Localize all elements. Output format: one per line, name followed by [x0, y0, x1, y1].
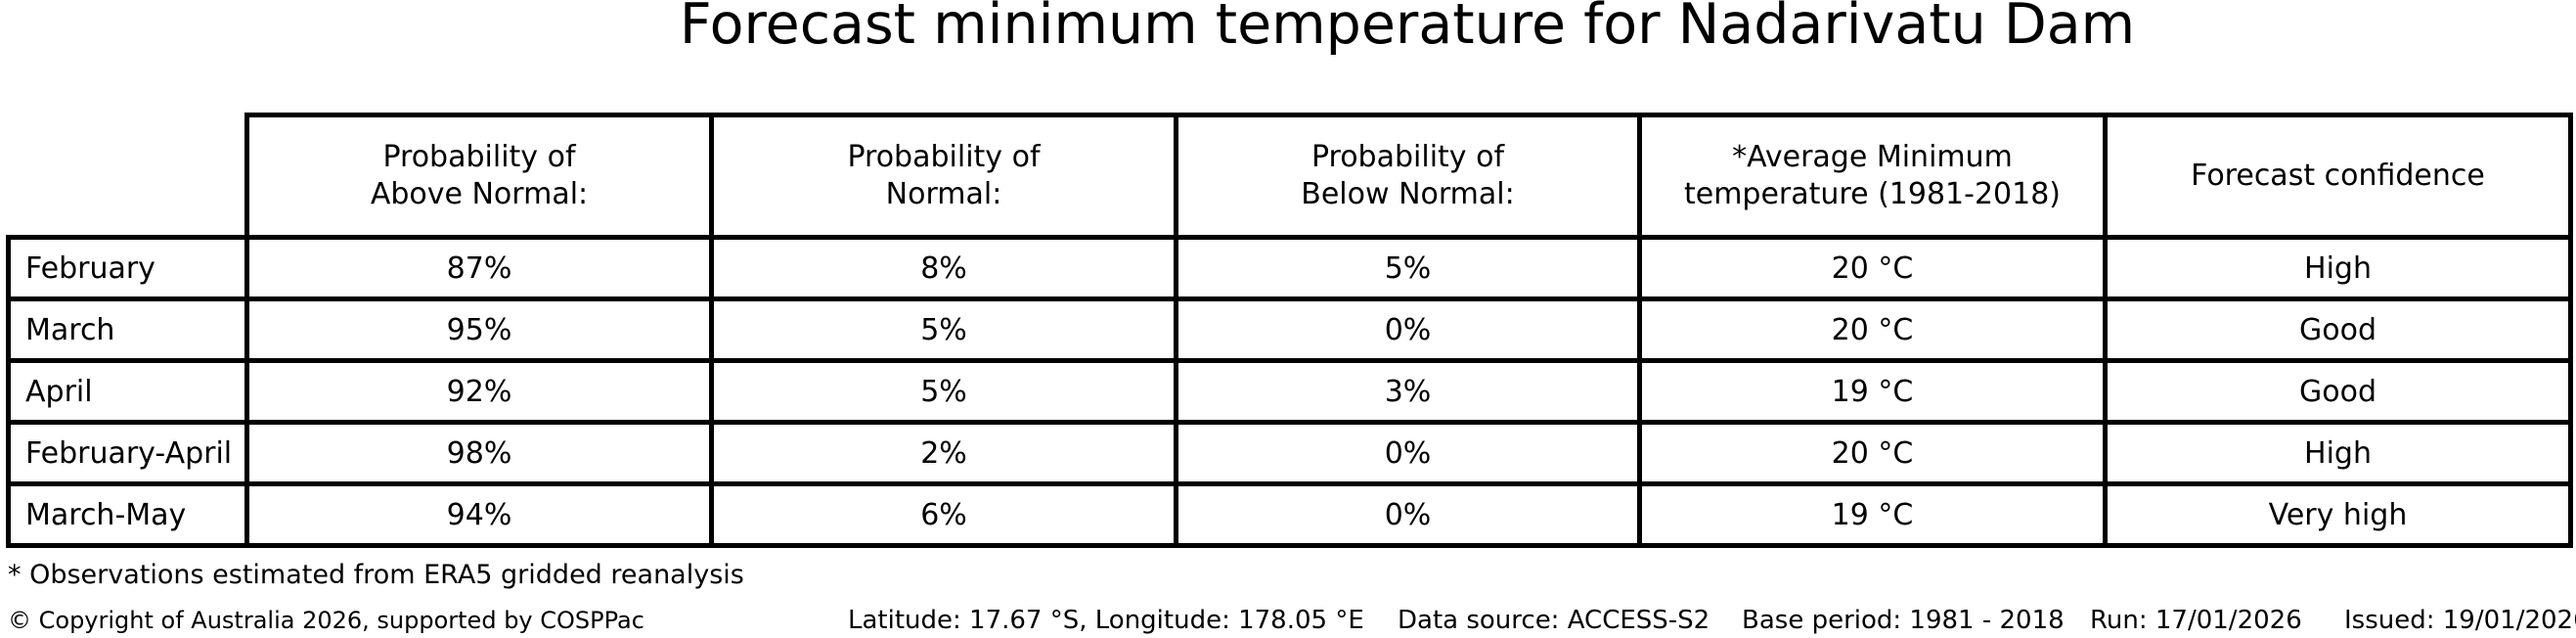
run-date-text: Run: 17/01/2026	[2090, 606, 2302, 635]
cell-above-normal: 87%	[244, 235, 714, 301]
cell-average-temperature: 20 °C	[1637, 235, 2108, 301]
cell-forecast-confidence: High	[2103, 420, 2573, 486]
cell-above-normal: 95%	[244, 296, 714, 363]
cell-normal: 2%	[709, 420, 1178, 486]
row-label: March	[6, 296, 249, 363]
column-header-average-minimum-temperature: *Average Minimum temperature (1981-2018)	[1637, 113, 2108, 240]
table-row-april: April 92% 5% 3% 19 °C Good	[6, 358, 2573, 425]
cell-forecast-confidence: Good	[2103, 296, 2573, 363]
cell-normal: 5%	[709, 296, 1178, 363]
table-row-march-may: March-May 94% 6% 0% 19 °C Very high	[6, 481, 2573, 548]
row-label: February	[6, 235, 249, 301]
column-header-forecast-confidence: Forecast confidence	[2103, 113, 2573, 240]
forecast-table: Probability of Above Normal: Probability…	[6, 113, 2573, 548]
table-row-february-april: February-April 98% 2% 0% 20 °C High	[6, 420, 2573, 486]
row-label: April	[6, 358, 249, 425]
cell-forecast-confidence: Good	[2103, 358, 2573, 425]
table-corner-spacer	[9, 115, 247, 238]
cell-forecast-confidence: High	[2103, 235, 2573, 301]
cell-normal: 5%	[709, 358, 1178, 425]
column-header-below-normal: Probability of Below Normal:	[1174, 113, 1642, 240]
data-source-text: Data source: ACCESS-S2	[1398, 606, 1710, 635]
cell-average-temperature: 19 °C	[1637, 481, 2108, 548]
column-header-above-normal: Probability of Above Normal:	[244, 113, 714, 240]
observations-footnote: * Observations estimated from ERA5 gridd…	[8, 560, 744, 590]
copyright-text: © Copyright of Australia 2026, supported…	[8, 607, 644, 634]
cell-below-normal: 3%	[1174, 358, 1642, 425]
table-row-march: March 95% 5% 0% 20 °C Good	[6, 296, 2573, 363]
page-title: Forecast minimum temperature for Nadariv…	[679, 0, 2136, 57]
cell-below-normal: 0%	[1174, 481, 1642, 548]
row-label: February-April	[6, 420, 249, 486]
cell-average-temperature: 19 °C	[1637, 358, 2108, 425]
table-row-february: February 87% 8% 5% 20 °C High	[6, 235, 2573, 301]
cell-below-normal: 0%	[1174, 420, 1642, 486]
row-label: March-May	[6, 481, 249, 548]
cell-below-normal: 5%	[1174, 235, 1642, 301]
cell-normal: 6%	[709, 481, 1178, 548]
table-header-row: Probability of Above Normal: Probability…	[9, 113, 2573, 240]
footer-info-bar: © Copyright of Australia 2026, supported…	[0, 605, 2576, 638]
cell-below-normal: 0%	[1174, 296, 1642, 363]
cell-average-temperature: 20 °C	[1637, 296, 2108, 363]
issued-date-text: Issued: 19/01/2026	[2344, 606, 2576, 635]
cell-normal: 8%	[709, 235, 1178, 301]
cell-above-normal: 94%	[244, 481, 714, 548]
column-header-normal: Probability of Normal:	[709, 113, 1178, 240]
cell-average-temperature: 20 °C	[1637, 420, 2108, 486]
base-period-text: Base period: 1981 - 2018	[1742, 606, 2065, 635]
cell-above-normal: 92%	[244, 358, 714, 425]
cell-forecast-confidence: Very high	[2103, 481, 2573, 548]
cell-above-normal: 98%	[244, 420, 714, 486]
location-coordinates-text: Latitude: 17.67 °S, Longitude: 178.05 °E	[848, 606, 1364, 635]
